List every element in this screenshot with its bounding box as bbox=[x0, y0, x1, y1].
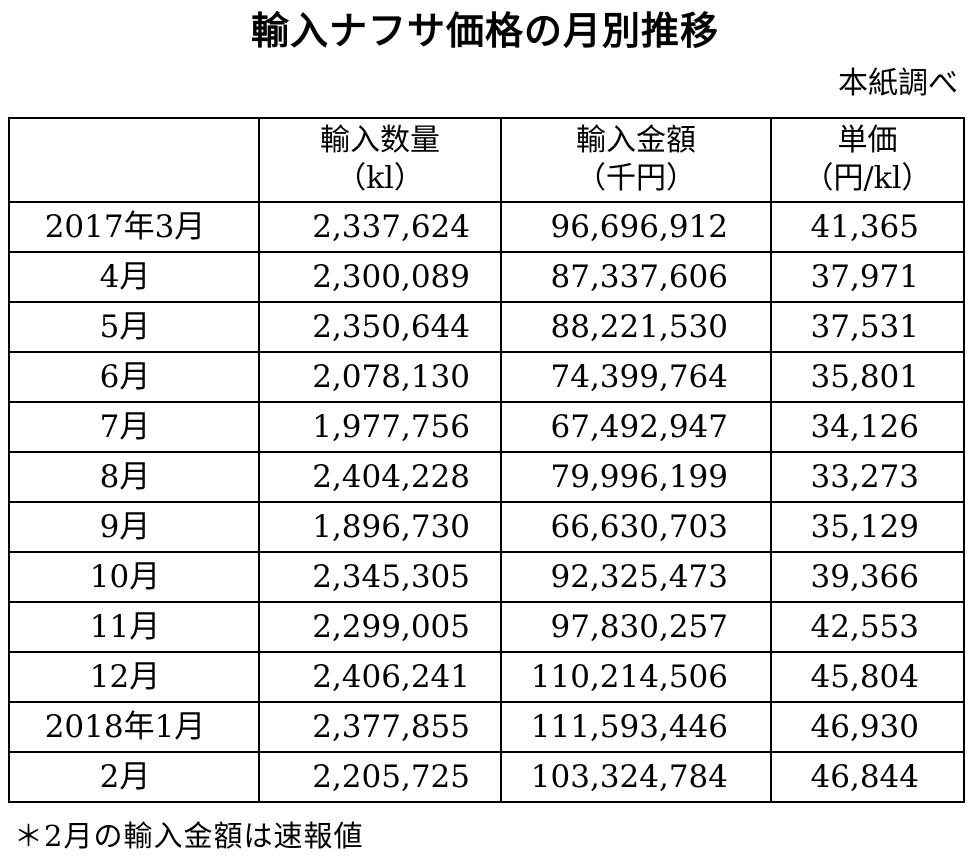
header-month bbox=[8, 117, 260, 203]
month-cell: 9月 bbox=[8, 501, 260, 553]
table-body: 2017年3月 2,337,624 96,696,912 41,365 4月 2,300,… bbox=[8, 201, 965, 803]
footnote: ＊2月の輸入金額は速報値 bbox=[14, 819, 364, 853]
unit-price-cell: 45,804 bbox=[770, 651, 965, 703]
table-row: 12月 2,406,241 110,214,506 45,804 bbox=[8, 651, 965, 703]
unit-price-cell: 46,844 bbox=[770, 751, 965, 803]
header-quantity-label: 輸入数量 bbox=[320, 123, 440, 158]
header-quantity-unit: （kl） bbox=[336, 161, 424, 196]
amount-cell: 103,324,784 bbox=[500, 751, 772, 803]
table-row: 2月 2,205,725 103,324,784 46,844 bbox=[8, 751, 965, 803]
header-unit-price-label: 単価 bbox=[837, 123, 898, 158]
table-header-row: 輸入数量 （kl） 輸入金額 （千円） 単価 （円/kl） bbox=[8, 117, 965, 203]
quantity-cell: 1,977,756 bbox=[258, 401, 502, 453]
header-amount-unit: （千円） bbox=[576, 161, 696, 196]
table-row: 9月 1,896,730 66,630,703 35,129 bbox=[8, 501, 965, 553]
table-row: 6月 2,078,130 74,399,764 35,801 bbox=[8, 351, 965, 403]
unit-price-cell: 33,273 bbox=[770, 451, 965, 503]
naphtha-import-table: 輸入数量 （kl） 輸入金額 （千円） 単価 （円/kl） 2017年3月 2,3… bbox=[8, 117, 965, 803]
header-unit-price-unit: （円/kl） bbox=[803, 161, 932, 196]
month-cell: 10月 bbox=[8, 551, 260, 603]
month-cell: 6月 bbox=[8, 351, 260, 403]
unit-price-cell: 41,365 bbox=[770, 201, 965, 253]
month-cell: 4月 bbox=[8, 251, 260, 303]
quantity-cell: 2,377,855 bbox=[258, 701, 502, 753]
quantity-cell: 1,896,730 bbox=[258, 501, 502, 553]
month-cell: 2月 bbox=[8, 751, 260, 803]
amount-cell: 110,214,506 bbox=[500, 651, 772, 703]
unit-price-cell: 35,801 bbox=[770, 351, 965, 403]
unit-price-cell: 46,930 bbox=[770, 701, 965, 753]
quantity-cell: 2,300,089 bbox=[258, 251, 502, 303]
month-cell: 5月 bbox=[8, 301, 260, 353]
table-row: 5月 2,350,644 88,221,530 37,531 bbox=[8, 301, 965, 353]
quantity-cell: 2,337,624 bbox=[258, 201, 502, 253]
quantity-cell: 2,205,725 bbox=[258, 751, 502, 803]
month-cell: 11月 bbox=[8, 601, 260, 653]
amount-cell: 87,337,606 bbox=[500, 251, 772, 303]
header-quantity: 輸入数量 （kl） bbox=[258, 117, 502, 203]
unit-price-cell: 35,129 bbox=[770, 501, 965, 553]
month-cell: 12月 bbox=[8, 651, 260, 703]
amount-cell: 96,696,912 bbox=[500, 201, 772, 253]
unit-price-cell: 34,126 bbox=[770, 401, 965, 453]
amount-cell: 92,325,473 bbox=[500, 551, 772, 603]
amount-cell: 67,492,947 bbox=[500, 401, 772, 453]
quantity-cell: 2,299,005 bbox=[258, 601, 502, 653]
page-title: 輸入ナフサ価格の月別推移 bbox=[250, 9, 719, 53]
quantity-cell: 2,404,228 bbox=[258, 451, 502, 503]
table-row: 7月 1,977,756 67,492,947 34,126 bbox=[8, 401, 965, 453]
table-row: 10月 2,345,305 92,325,473 39,366 bbox=[8, 551, 965, 603]
month-cell: 7月 bbox=[8, 401, 260, 453]
table-row: 8月 2,404,228 79,996,199 33,273 bbox=[8, 451, 965, 503]
unit-price-cell: 39,366 bbox=[770, 551, 965, 603]
amount-cell: 74,399,764 bbox=[500, 351, 772, 403]
header-unit-price: 単価 （円/kl） bbox=[770, 117, 965, 203]
amount-cell: 66,630,703 bbox=[500, 501, 772, 553]
unit-price-cell: 42,553 bbox=[770, 601, 965, 653]
month-cell: 8月 bbox=[8, 451, 260, 503]
amount-cell: 97,830,257 bbox=[500, 601, 772, 653]
quantity-cell: 2,345,305 bbox=[258, 551, 502, 603]
quantity-cell: 2,078,130 bbox=[258, 351, 502, 403]
table-row: 4月 2,300,089 87,337,606 37,971 bbox=[8, 251, 965, 303]
header-amount-label: 輸入金額 bbox=[576, 123, 696, 158]
source-label: 本紙調べ bbox=[838, 66, 958, 101]
amount-cell: 88,221,530 bbox=[500, 301, 772, 353]
unit-price-cell: 37,531 bbox=[770, 301, 965, 353]
table-row: 2017年3月 2,337,624 96,696,912 41,365 bbox=[8, 201, 965, 253]
unit-price-cell: 37,971 bbox=[770, 251, 965, 303]
header-amount: 輸入金額 （千円） bbox=[500, 117, 772, 203]
month-cell: 2018年1月 bbox=[8, 701, 260, 753]
table-row: 2018年1月 2,377,855 111,593,446 46,930 bbox=[8, 701, 965, 753]
month-cell: 2017年3月 bbox=[8, 201, 260, 253]
quantity-cell: 2,350,644 bbox=[258, 301, 502, 353]
amount-cell: 79,996,199 bbox=[500, 451, 772, 503]
quantity-cell: 2,406,241 bbox=[258, 651, 502, 703]
amount-cell: 111,593,446 bbox=[500, 701, 772, 753]
table-row: 11月 2,299,005 97,830,257 42,553 bbox=[8, 601, 965, 653]
